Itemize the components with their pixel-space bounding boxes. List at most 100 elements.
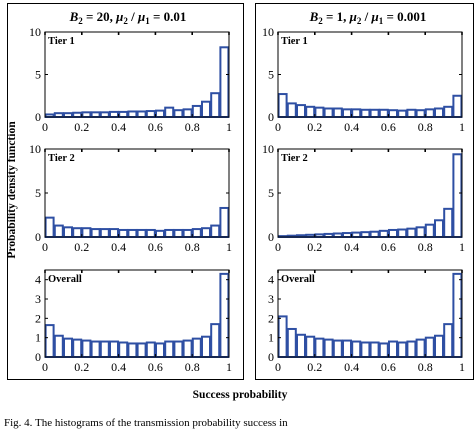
- x-tick-label: 0.4: [344, 360, 359, 374]
- histogram-bar: [424, 108, 435, 118]
- histogram-bar: [332, 107, 343, 118]
- histogram-bar: [191, 337, 202, 358]
- left-header-b-value: = 20,: [83, 9, 116, 24]
- x-tick-label: 0.2: [307, 120, 322, 134]
- y-tick-label: 0: [268, 350, 274, 364]
- histogram-bar: [109, 228, 119, 239]
- y-tick-label: 4: [35, 273, 41, 287]
- x-axis-label: Success probability: [193, 389, 288, 401]
- right-header-slash: /: [361, 9, 371, 24]
- y-tick-label: 2: [268, 311, 274, 325]
- histogram-bar: [286, 102, 297, 119]
- panel-legend-label: Tier 1: [48, 36, 75, 47]
- x-tick-label: 1: [226, 120, 232, 134]
- histogram-bar: [406, 227, 417, 238]
- histogram-bar: [118, 228, 129, 239]
- right-header-mu-den: μ: [371, 9, 379, 24]
- y-tick-label: 10: [262, 142, 274, 156]
- histogram-bar: [277, 93, 288, 119]
- histogram-bar: [81, 111, 92, 118]
- histogram-bar: [452, 153, 463, 238]
- histogram-bar: [378, 342, 389, 359]
- histogram-bar: [44, 324, 55, 359]
- x-tick-label: 1: [459, 240, 465, 254]
- x-tick-label: 0.8: [418, 120, 433, 134]
- left-header-slash: /: [128, 9, 138, 24]
- histogram-bar: [342, 339, 352, 359]
- plot-area-frame: [44, 269, 230, 358]
- histogram-bar: [145, 110, 156, 119]
- histogram-bar: [136, 342, 147, 359]
- histogram-bar: [99, 111, 110, 118]
- left-column-frame: [7, 3, 244, 380]
- histogram-bar: [155, 342, 165, 359]
- histogram-bar: [397, 109, 408, 118]
- histogram-bar: [332, 339, 343, 359]
- x-tick-label: 0.2: [74, 240, 89, 254]
- x-tick-label: 0.4: [344, 120, 359, 134]
- y-tick-label: 2: [35, 311, 41, 325]
- histogram-bar: [305, 105, 316, 119]
- histogram-bar: [109, 340, 119, 358]
- histogram-bar: [201, 335, 211, 359]
- x-tick-label: 0.6: [148, 360, 163, 374]
- x-tick-label: 1: [459, 360, 465, 374]
- histogram-bar: [397, 228, 408, 239]
- histogram-bar: [424, 223, 435, 238]
- right-header-b-value: = 1,: [323, 9, 350, 24]
- histogram-bar: [127, 110, 138, 118]
- right-column-frame: [255, 3, 474, 380]
- histogram-bar: [323, 107, 334, 118]
- right-header-mu-den-sub: 1: [379, 16, 384, 26]
- histogram-bar: [314, 106, 325, 119]
- histogram-bar: [388, 228, 398, 239]
- right-header-b-sub: 2: [318, 16, 323, 26]
- y-tick-label: 0: [35, 230, 41, 244]
- y-tick-label: 5: [268, 68, 274, 82]
- histogram-bar: [342, 232, 352, 238]
- histogram-bar: [378, 229, 389, 238]
- histogram-bar: [99, 228, 110, 239]
- x-tick-label: 1: [226, 240, 232, 254]
- y-tick-label: 4: [268, 273, 274, 287]
- histogram-bar: [109, 110, 119, 119]
- x-tick-label: 1: [226, 360, 232, 374]
- panel-legend-label: Tier 2: [48, 153, 75, 164]
- left-header-mu-den-sub: 1: [145, 16, 150, 26]
- right-header-mu-num: μ: [349, 9, 357, 24]
- panel-right-overall: 0 0.2 0.4 0.6 0.8 1 0 1 2 3 4 Overall: [268, 269, 465, 374]
- x-tick-label: 0.8: [418, 240, 433, 254]
- x-tick-label: 0: [42, 360, 48, 374]
- caption-fragment: Fig. 4. The histograms of the transmissi…: [4, 417, 288, 429]
- histogram-bar: [173, 340, 184, 358]
- histogram-bar: [173, 228, 184, 239]
- plot-area-frame: [277, 269, 463, 358]
- histogram-bar: [53, 112, 64, 119]
- right-header-b: B: [309, 9, 319, 24]
- x-tick-label: 1: [459, 120, 465, 134]
- histogram-bar: [452, 272, 463, 358]
- x-tick-label: 0.4: [111, 240, 126, 254]
- x-tick-label: 0.8: [185, 360, 200, 374]
- histogram-bar: [415, 226, 426, 239]
- left-header-mu-num: μ: [115, 9, 123, 24]
- left-header-ratio: = 0.01: [150, 9, 187, 24]
- histogram-bar: [314, 337, 325, 358]
- histogram-bar: [388, 109, 398, 118]
- histogram-bar: [406, 108, 417, 119]
- histogram-bar: [369, 230, 380, 239]
- histogram-bar: [99, 340, 110, 358]
- histogram-bar: [277, 315, 288, 358]
- y-tick-label: 3: [268, 292, 274, 306]
- y-tick-label: 5: [35, 186, 41, 200]
- histogram-bar: [201, 227, 211, 238]
- histogram-bar: [210, 224, 221, 238]
- x-tick-label: 0: [42, 240, 48, 254]
- y-tick-label: 0: [35, 110, 41, 124]
- histogram-bar: [332, 232, 343, 238]
